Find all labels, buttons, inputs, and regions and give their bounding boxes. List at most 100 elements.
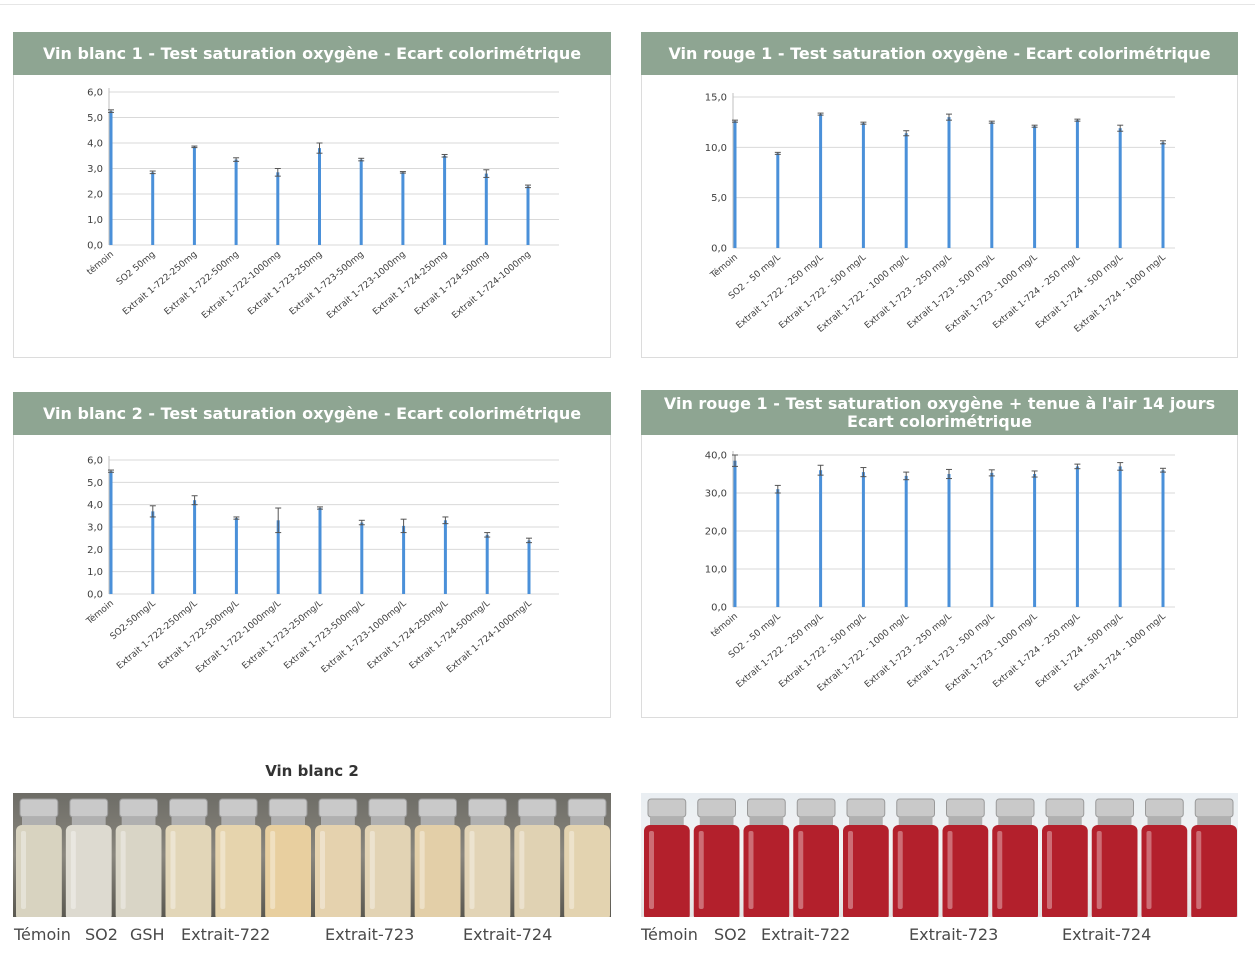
vial-highlight xyxy=(947,831,953,909)
x-tick-label: Extrait 1-722 - 500 mg/L xyxy=(777,612,868,691)
vial-highlight xyxy=(469,831,475,909)
bar xyxy=(318,148,321,245)
vial-neck xyxy=(1097,817,1132,825)
caption-gsh: GSH xyxy=(130,925,165,944)
x-tick-label: Extrait 1-723 - 250 mg/L xyxy=(863,253,954,332)
vial-neck xyxy=(420,817,455,825)
vial-neck xyxy=(470,817,505,825)
x-tick-label: Extrait 1-722 - 250 mg/L xyxy=(735,253,826,332)
x-tick-label: Extrait 1-724 - 250 mg/L xyxy=(991,253,1082,332)
photo-white-wine-vials xyxy=(13,793,611,917)
chart-title: Vin blanc 1 - Test saturation oxygène - … xyxy=(13,32,611,75)
bar-chart: 0,01,02,03,04,05,06,0TémoinSO2-50mg/LExt… xyxy=(84,456,559,676)
white-wine-vials-image xyxy=(13,793,611,917)
y-tick-label: 3,0 xyxy=(87,523,103,534)
vial-highlight xyxy=(120,831,126,909)
vial-liquid xyxy=(514,825,561,917)
x-tick-label: Extrait 1-723-1000mg/L xyxy=(320,599,409,676)
vial-liquid xyxy=(693,825,740,917)
vial-highlight xyxy=(897,831,903,909)
chart-area: 0,0 1,0 2,0 3,0 4,0 5,0 6,0 Témoin SO2-50mg/L Ext… xyxy=(13,435,611,718)
x-tick-label: Extrait 1-724-250mg xyxy=(371,250,449,318)
y-tick-label: 0,0 xyxy=(87,241,103,252)
vial-cap xyxy=(846,798,886,818)
vial-neck xyxy=(121,817,156,825)
x-tick-label: SO2 50mg xyxy=(115,250,158,288)
y-tick-label: 10,0 xyxy=(705,143,727,154)
bar xyxy=(819,114,823,248)
vial-highlight xyxy=(419,831,425,909)
vial-highlight xyxy=(519,831,525,909)
bar xyxy=(1161,470,1165,607)
y-tick-label: 6,0 xyxy=(87,456,103,467)
x-tick-label: Extrait 1-722-500mg/L xyxy=(157,599,241,672)
x-tick-label: Extrait 1-724 - 1000 mg/L xyxy=(1073,253,1168,335)
vial-cap xyxy=(647,798,687,818)
x-tick-label: Témoin xyxy=(84,598,116,628)
x-tick-label: Extrait 1-724-1000mg/L xyxy=(445,599,534,676)
vial-cap xyxy=(368,798,408,818)
caption-temoin: Témoin xyxy=(641,925,698,944)
vial-neck xyxy=(650,817,684,825)
vial-cap xyxy=(119,798,158,818)
bar xyxy=(443,155,447,245)
vial-cap xyxy=(1045,798,1085,818)
vial-neck xyxy=(948,817,983,825)
vial-liquid xyxy=(16,825,62,917)
y-tick-label: 40,0 xyxy=(705,451,727,462)
vial-cap xyxy=(19,798,59,818)
vial-liquid xyxy=(793,825,839,917)
caption-extrait-722: Extrait-722 xyxy=(761,925,851,944)
vial-cap xyxy=(1194,798,1234,818)
bar xyxy=(776,153,780,248)
vial-liquid xyxy=(564,825,610,917)
caption-temoin: Témoin xyxy=(14,925,71,944)
x-tick-label: Extrait 1-723-500mg xyxy=(288,250,366,318)
y-tick-label: 0,0 xyxy=(711,244,727,255)
vial-liquid xyxy=(315,825,361,917)
chart-area: 0,0 10,0 20,0 30,0 40,0 témoin SO2 - 50 mg/L Ex… xyxy=(641,435,1238,718)
bar xyxy=(1075,120,1079,248)
bar xyxy=(527,540,531,594)
bar xyxy=(861,123,865,248)
bar xyxy=(485,534,489,594)
vial-neck xyxy=(321,817,355,825)
x-tick-label: Extrait 1-722 - 500 mg/L xyxy=(777,253,868,332)
bar xyxy=(861,472,865,607)
vial-highlight xyxy=(270,831,276,909)
vial-cap xyxy=(268,798,308,818)
vial-neck xyxy=(271,817,305,825)
y-tick-label: 10,0 xyxy=(705,565,727,576)
bar xyxy=(109,471,113,594)
bar xyxy=(234,159,238,245)
y-tick-label: 5,0 xyxy=(711,193,727,204)
vial-liquid xyxy=(65,825,112,917)
vial-neck xyxy=(370,817,405,825)
x-tick-label: Extrait 1-724 - 1000 mg/L xyxy=(1073,612,1168,694)
x-tick-label: Extrait 1-724-250mg/L xyxy=(366,599,450,672)
vial-cap xyxy=(468,798,507,818)
vial-neck xyxy=(221,817,256,825)
y-tick-label: 0,0 xyxy=(711,603,727,614)
chart-title-text: Vin rouge 1 - Test saturation oxygène - … xyxy=(668,43,1211,63)
bar xyxy=(151,172,155,245)
vial-neck xyxy=(1197,817,1231,825)
vial-neck xyxy=(520,817,555,825)
vial-highlight xyxy=(369,831,375,909)
bar xyxy=(193,500,197,594)
caption-so2: SO2 xyxy=(714,925,747,944)
caption-extrait-723: Extrait-723 xyxy=(909,925,999,944)
vial-highlight xyxy=(170,831,176,909)
bar xyxy=(359,159,363,245)
x-tick-label: Extrait 1-723 - 500 mg/L xyxy=(906,612,997,691)
bar xyxy=(947,117,951,248)
x-tick-label: Extrait 1-722-1000mg xyxy=(200,250,283,322)
caption-so2: SO2 xyxy=(85,925,118,944)
bar xyxy=(990,472,994,607)
vial-highlight xyxy=(320,831,325,909)
vial-cap xyxy=(567,798,607,818)
vial-cap xyxy=(946,798,985,818)
vial-neck xyxy=(849,817,883,825)
bar xyxy=(1075,466,1079,607)
bar xyxy=(109,111,113,245)
